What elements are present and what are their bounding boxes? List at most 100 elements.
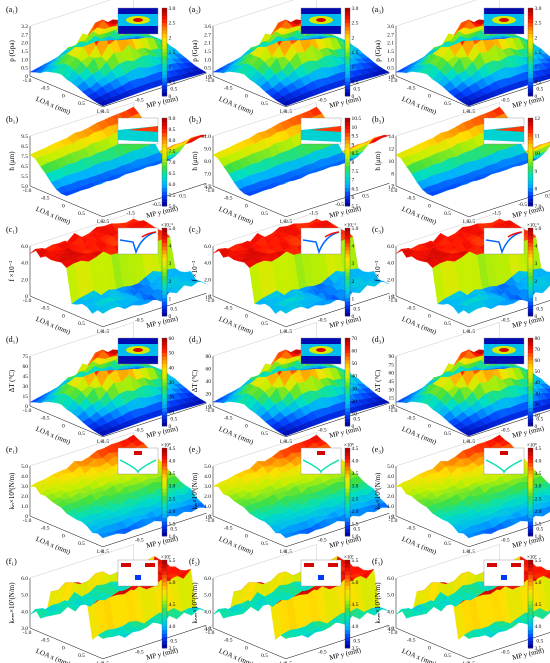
z-tick-label: 0.5 — [387, 66, 394, 72]
colorbar-tick-label: 10.5 — [352, 116, 362, 122]
colorbar-segment — [528, 593, 533, 598]
colorbar-tick-label: 70 — [535, 347, 541, 353]
colorbar-segment — [345, 345, 350, 350]
colorbar-segment — [345, 235, 350, 240]
colorbar-segment — [528, 26, 533, 31]
colorbar-segment — [528, 158, 533, 163]
panel-label-c1: (c₁) — [6, 225, 18, 234]
x-tick-label: -1.0 — [23, 298, 32, 304]
colorbar-segment — [528, 563, 533, 568]
colorbar-segment — [162, 396, 167, 401]
colorbar-segment — [162, 582, 167, 587]
x-tick-label: -0.5 — [224, 416, 233, 422]
x-tick-label: 0.5 — [444, 653, 451, 659]
colorbar-segment — [345, 582, 350, 587]
colorbar-tick-label: 2 — [535, 35, 538, 41]
colorbar-segment — [345, 129, 350, 134]
colorbar-segment — [345, 26, 350, 31]
colorbar-tick-label: 40 — [169, 365, 175, 371]
colorbar-segment — [345, 585, 350, 590]
z-tick-label: 0.5 — [21, 66, 28, 72]
colorbar-segment — [162, 136, 167, 141]
y-tick-label: -0.5 — [501, 538, 510, 544]
x-tick-label: 0.5 — [444, 431, 451, 437]
colorbar-tick-label: 5.5 — [352, 204, 359, 210]
colorbar-tick-label: 4.0 — [535, 624, 542, 630]
colorbar-segment — [528, 363, 533, 368]
x-tick-label: -0.5 — [407, 416, 416, 422]
colorbar-tick-label: 1 — [169, 65, 172, 71]
colorbar-segment — [528, 250, 533, 255]
z-tick-label: 8.5 — [21, 144, 28, 150]
colorbar-segment — [162, 510, 167, 515]
colorbar-segment — [162, 495, 167, 500]
colorbar-segment — [345, 125, 350, 130]
colorbar-segment — [345, 484, 350, 489]
colorbar-tick-label: 3.5 — [535, 646, 542, 652]
colorbar-segment — [528, 393, 533, 398]
z-tick-label: 45 — [23, 374, 29, 380]
colorbar-tick-label: 50 — [352, 361, 358, 367]
colorbar-tick-label: 12 — [535, 116, 541, 122]
inset-f2 — [300, 559, 342, 587]
panel-label-c3: (c₃) — [372, 225, 384, 234]
colorbar-tick-label: 7.5 — [352, 169, 359, 175]
colorbar-segment — [528, 180, 533, 185]
colorbar-segment — [528, 525, 533, 530]
colorbar-segment — [528, 345, 533, 350]
colorbar-segment — [162, 81, 167, 86]
colorbar-segment — [345, 503, 350, 508]
colorbar-tick-label: 2 — [352, 35, 355, 41]
colorbar-segment — [162, 415, 167, 420]
z-tick-label: 2.7 — [21, 32, 28, 38]
colorbar-segment — [528, 622, 533, 627]
colorbar-segment — [345, 389, 350, 394]
colorbar-segment — [345, 644, 350, 649]
z-axis-label-b2: h (μm) — [191, 151, 199, 171]
x-tick-label: 0.5 — [261, 321, 268, 327]
x-tick-label: 0.5 — [78, 321, 85, 327]
colorbar-tick-label: 40 — [352, 374, 358, 380]
colorbar-tick-label: 3.0 — [535, 484, 542, 490]
colorbar-segment — [528, 92, 533, 97]
inset-c3 — [483, 227, 525, 255]
colorbar-segment — [345, 470, 350, 475]
colorbar-segment — [528, 191, 533, 196]
z-tick-label: 3.6 — [387, 24, 394, 30]
y-tick-label: -0.5 — [318, 650, 327, 656]
colorbar-segment — [528, 574, 533, 579]
inset-d3 — [483, 337, 525, 365]
z-tick-label: 2.7 — [204, 32, 211, 38]
colorbar-tick-label: 4.0 — [169, 624, 176, 630]
x-tick-label: -1.0 — [389, 188, 398, 194]
colorbar-segment — [528, 459, 533, 464]
colorbar-a2: 0 0.5 1 1.5 2 2.5 3.0 — [344, 6, 359, 100]
colorbar-tick-label: 20 — [169, 395, 175, 401]
x-tick-label: 1.0 — [96, 219, 103, 225]
y-tick-label: 1.5 — [388, 75, 395, 81]
panel-label-d3: (d₃) — [372, 335, 384, 344]
colorbar-segment — [528, 8, 533, 13]
colorbar-segment — [162, 55, 167, 60]
z-tick-label: 6.0 — [21, 244, 28, 250]
colorbar-segment — [345, 33, 350, 38]
y-tick-label: 0.5 — [353, 86, 360, 92]
x-axis-label-a3: LOA x (mm) — [401, 95, 439, 116]
colorbar-segment — [528, 143, 533, 148]
colorbar-segment — [528, 121, 533, 126]
colorbar-segment — [528, 618, 533, 623]
z-tick-label: 2.0 — [387, 494, 394, 500]
x-tick-label: 0 — [62, 423, 65, 429]
inset-e1 — [117, 447, 159, 475]
colorbar-segment — [528, 396, 533, 401]
colorbar-segment — [162, 462, 167, 467]
z-tick-label: 7.0 — [204, 172, 211, 178]
panel-label-f3: (f₃) — [372, 557, 383, 566]
y-tick-label: -0.5 — [501, 318, 510, 324]
colorbar-segment — [162, 626, 167, 631]
colorbar-tick-label: 2.5 — [352, 21, 359, 27]
colorbar-segment — [345, 231, 350, 236]
colorbar-tick-label: 3 — [352, 261, 355, 267]
colorbar-segment — [528, 312, 533, 317]
panel-label-a3: (a₃) — [372, 5, 384, 14]
